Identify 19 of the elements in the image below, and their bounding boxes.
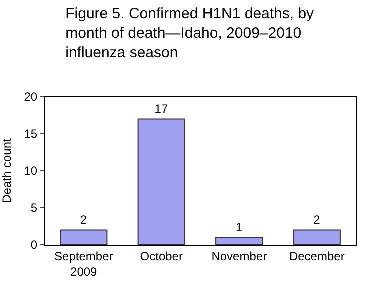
data-label: 2 — [314, 213, 321, 228]
y-tick-label: 0 — [30, 238, 38, 252]
x-tick-label: October — [140, 249, 183, 264]
data-label: 1 — [236, 220, 243, 235]
y-tick-label: 5 — [30, 201, 38, 216]
y-axis-title: Death count — [0, 138, 14, 204]
x-tick-label: December — [289, 249, 345, 264]
y-tick-label: 15 — [24, 127, 38, 142]
x-tick-label: November — [212, 249, 268, 264]
data-label: 17 — [154, 102, 168, 116]
x-tick-label: September 2009 — [54, 249, 114, 279]
data-label: 2 — [80, 213, 88, 228]
bar — [60, 230, 108, 245]
bar — [138, 118, 186, 245]
bar — [293, 230, 341, 245]
y-tick-label: 20 — [24, 90, 38, 104]
y-tick-label: 10 — [24, 164, 38, 178]
bar — [216, 237, 264, 245]
chart-title: Figure 5. Confirmed H1N1 deaths, by month of death—Idaho, 2009–2010 influenza season — [66, 5, 315, 62]
